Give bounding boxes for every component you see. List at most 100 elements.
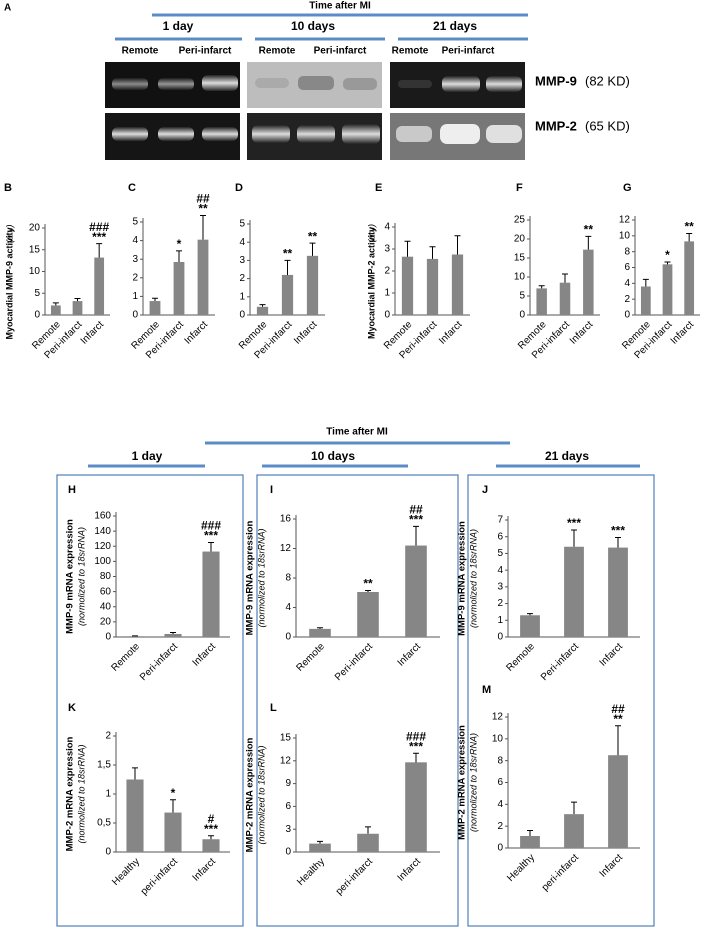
y-tick-label: 4: [132, 235, 138, 246]
significance-label: ***: [92, 230, 106, 244]
bar: [357, 833, 379, 852]
y-tick-label: 0: [497, 632, 503, 643]
significance-label: ***: [204, 822, 218, 836]
y-tick-label: 4: [239, 237, 245, 248]
error-bar: [571, 801, 577, 815]
y-tick-label: 2: [497, 821, 503, 832]
y-tick-label: 0: [105, 632, 111, 643]
x-tick-label: Infarct: [598, 852, 626, 880]
bar: [164, 633, 182, 637]
x-tick-label: Infarct: [191, 856, 219, 884]
section-title: Time after MI: [326, 427, 388, 438]
error-bar: [571, 529, 577, 547]
significance-label: **: [283, 247, 293, 261]
error-bar: [429, 246, 436, 259]
bar: [202, 839, 220, 852]
bar: [357, 592, 379, 637]
y-tick-label: 8: [624, 246, 630, 257]
significance-label: **: [363, 577, 373, 591]
y-tick-label: 2: [105, 731, 111, 742]
lane-label: Peri-infarct: [314, 46, 367, 57]
bar: [405, 545, 427, 637]
y-tick-label: 20: [100, 617, 112, 628]
y-tick-label: 4: [624, 278, 630, 289]
y-tick-label: 0: [384, 310, 390, 321]
y-tick-label: 100: [94, 556, 111, 567]
significance-label: *: [171, 786, 176, 800]
timepoint: 1 day: [163, 19, 194, 33]
y-tick-label: 15: [514, 253, 526, 264]
y-axis-unit: (normolized to 18srRNA): [468, 529, 478, 628]
error-bar: [309, 242, 316, 256]
y-tick-label: 0: [285, 632, 291, 643]
error-bar: [132, 767, 138, 780]
panel-label: B: [4, 182, 12, 194]
significance-label: ***: [204, 529, 218, 543]
y-axis-unit: (normolized to 18srRNA): [76, 527, 86, 626]
y-tick-label: 8: [497, 755, 503, 766]
panel-label: I: [270, 484, 273, 496]
y-tick-label: 0: [34, 310, 40, 321]
panel-box: [467, 474, 655, 927]
x-tick-label: Peri-infarct: [333, 641, 375, 683]
y-tick-label: 12: [280, 543, 292, 554]
significance-label: ***: [409, 513, 423, 527]
significance-label: ###: [406, 729, 426, 743]
y-tick-label: 5: [34, 288, 40, 299]
y-tick-label: 9: [285, 778, 291, 789]
error-bar: [170, 799, 176, 813]
x-tick-label: Healthy: [295, 856, 327, 888]
y-tick-label: 10: [29, 266, 41, 277]
x-tick-label: Infarct: [396, 641, 424, 669]
protein-size: (82 KD): [585, 73, 630, 88]
bar: [202, 551, 220, 637]
bar: [564, 814, 584, 848]
error-bar: [413, 752, 419, 763]
error-bar: [585, 235, 592, 250]
error-bar: [96, 243, 103, 258]
y-tick-label: 0: [105, 847, 111, 858]
bar: [306, 255, 319, 315]
error-bar: [284, 259, 291, 275]
panel-label: C: [128, 182, 136, 194]
y-tick-label: 8: [285, 573, 291, 584]
panel-label: H: [68, 484, 76, 496]
error-bar: [74, 297, 81, 302]
significance-label: **: [198, 202, 208, 216]
x-tick-label: Peri-infarct: [539, 641, 581, 683]
y-tick-label: 1: [132, 291, 138, 302]
error-bar: [152, 297, 158, 302]
y-tick-label: 10: [619, 230, 631, 241]
error-bar: [454, 235, 461, 255]
significance-label: ###: [201, 519, 221, 533]
significance-label: #: [208, 812, 215, 826]
error-bar: [52, 302, 59, 306]
y-tick-label: 1: [105, 789, 111, 800]
bar: [583, 249, 594, 315]
panel-box: [56, 474, 244, 927]
error-bar: [200, 214, 206, 240]
y-axis-unit: (a.u): [4, 224, 14, 243]
y-tick-label: 120: [94, 541, 111, 552]
error-bar: [404, 240, 411, 257]
error-bar: [527, 613, 533, 616]
bar: [564, 546, 584, 637]
y-tick-label: 1: [384, 288, 390, 299]
y-tick-label: 0,5: [97, 818, 111, 829]
x-tick-label: Infarct: [568, 319, 596, 347]
y-tick-label: 4: [285, 602, 291, 613]
y-tick-label: 1: [239, 291, 245, 302]
bar: [164, 812, 182, 852]
y-tick-label: 1: [497, 615, 503, 626]
y-tick-label: 10: [492, 733, 504, 744]
protein-name: MMP-2: [535, 118, 577, 133]
bar: [405, 762, 427, 852]
y-axis-label: MMP-9 mRNA expression: [245, 520, 256, 635]
x-tick-label: Infarct: [79, 319, 107, 347]
y-axis-unit: (normolized to 18srRNA): [468, 733, 478, 832]
bar: [126, 636, 144, 637]
significance-label: *: [177, 237, 182, 251]
x-tick-label: Infarct: [183, 319, 211, 347]
y-tick-label: 4: [497, 799, 503, 810]
bar: [684, 241, 695, 315]
